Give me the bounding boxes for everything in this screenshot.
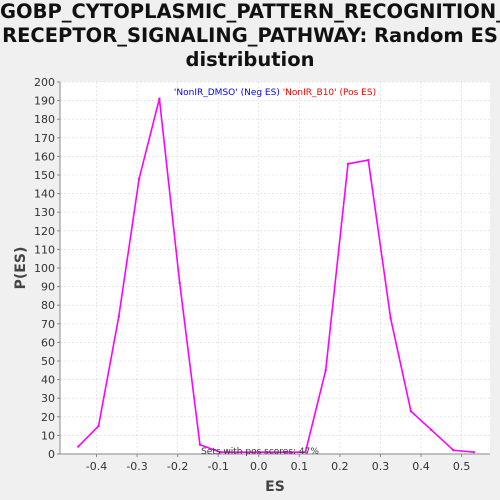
data-point: [117, 315, 121, 318]
legend: 'NonIR_DMSO' (Neg ES) 'NonIR_B10' (Pos E…: [174, 88, 376, 98]
data-point: [219, 450, 222, 454]
x-tick-label: 0.2: [331, 460, 349, 473]
y-tick-label: 150: [34, 169, 55, 182]
x-axis-label: ES: [265, 479, 285, 495]
y-tick-label: 170: [34, 132, 55, 145]
data-point: [429, 428, 433, 432]
x-tick-label: -0.2: [167, 460, 188, 473]
chart-title-line-3: distribution: [185, 48, 315, 71]
y-tick-label: 40: [41, 374, 55, 387]
x-tick-label: -0.3: [126, 460, 147, 473]
data-point: [452, 449, 455, 452]
pos-scores-annotation: Sets with pos scores: 47%: [201, 447, 319, 457]
data-point: [304, 450, 307, 454]
x-tick-label: -0.1: [207, 460, 228, 473]
y-tick-label: 140: [34, 188, 55, 201]
data-point: [367, 158, 370, 162]
data-point: [409, 410, 413, 413]
legend-entry: 'NonIR_DMSO' (Neg ES): [174, 88, 280, 98]
y-axis-label: P(ES): [13, 247, 29, 290]
data-point: [97, 424, 100, 428]
legend-entry: 'NonIR_B10' (Pos ES): [280, 88, 376, 98]
x-tick-label: 0.5: [453, 460, 471, 473]
y-tick-label: 120: [34, 225, 55, 238]
chart-title-line-2: RECEPTOR_SIGNALING_PATHWAY: Random ES: [2, 24, 498, 47]
y-tick-label: 30: [41, 392, 55, 405]
data-point: [324, 369, 327, 372]
y-tick-label: 110: [34, 243, 55, 256]
y-tick-label: 130: [34, 206, 55, 219]
data-point: [137, 177, 141, 180]
data-point: [389, 317, 392, 320]
y-tick-label: 0: [48, 448, 55, 461]
data-point: [158, 97, 161, 100]
x-tick-label: 0.3: [372, 460, 390, 473]
data-point: [77, 445, 80, 448]
data-point: [178, 281, 181, 285]
y-tick-label: 80: [41, 299, 55, 312]
y-tick-label: 200: [34, 76, 55, 89]
x-tick-label: 0.0: [250, 460, 268, 473]
y-tick-label: 50: [41, 355, 55, 368]
y-tick-label: 60: [41, 336, 55, 349]
x-tick-label: 0.1: [291, 460, 309, 473]
data-point: [198, 443, 202, 446]
x-tick-label: 0.4: [412, 460, 430, 473]
x-tick-label: -0.4: [86, 460, 107, 473]
y-tick-label: 180: [34, 113, 55, 126]
data-point: [346, 162, 350, 166]
y-tick-label: 10: [41, 429, 55, 442]
y-tick-label: 190: [34, 95, 55, 108]
chart-title-line-1: GOBP_CYTOPLASMIC_PATTERN_RECOGNITION_: [0, 0, 500, 23]
y-tick-label: 160: [34, 150, 55, 163]
plot-area: [60, 82, 490, 454]
y-tick-label: 70: [41, 318, 55, 331]
y-tick-label: 100: [34, 262, 55, 275]
chart-title: GOBP_CYTOPLASMIC_PATTERN_RECOGNITION_ RE…: [0, 0, 500, 72]
y-tick-label: 20: [41, 411, 55, 424]
y-tick-label: 90: [41, 281, 55, 294]
data-point: [472, 450, 475, 454]
